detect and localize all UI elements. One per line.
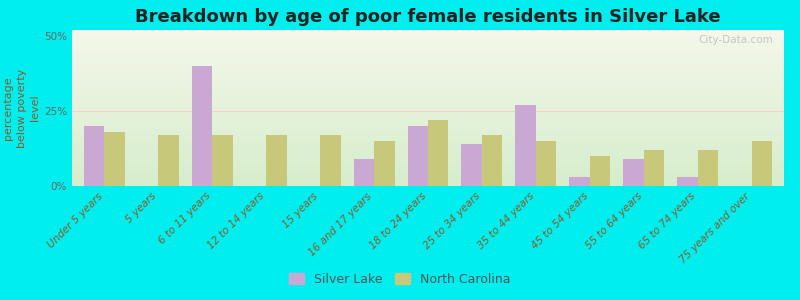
Bar (374, 141, 394, 186)
Bar (104, 132, 125, 186)
Bar (536, 141, 556, 186)
Bar (354, 159, 374, 186)
Y-axis label: percentage
below poverty
level: percentage below poverty level (3, 68, 40, 148)
Bar (623, 159, 644, 186)
Text: City-Data.com: City-Data.com (698, 35, 774, 45)
Bar (482, 135, 502, 186)
Bar (192, 66, 212, 186)
Bar (677, 177, 698, 186)
Bar (212, 135, 233, 186)
Bar (158, 135, 179, 186)
Bar (698, 150, 718, 186)
Bar (515, 105, 536, 186)
Bar (570, 177, 590, 186)
Bar (84, 126, 104, 186)
Title: Breakdown by age of poor female residents in Silver Lake: Breakdown by age of poor female resident… (135, 8, 721, 26)
Bar (428, 120, 449, 186)
Bar (320, 135, 341, 186)
Bar (407, 126, 428, 186)
Bar (590, 156, 610, 186)
Bar (462, 144, 482, 186)
Bar (266, 135, 286, 186)
Legend: Silver Lake, North Carolina: Silver Lake, North Carolina (284, 268, 516, 291)
Bar (644, 150, 664, 186)
Bar (752, 141, 772, 186)
